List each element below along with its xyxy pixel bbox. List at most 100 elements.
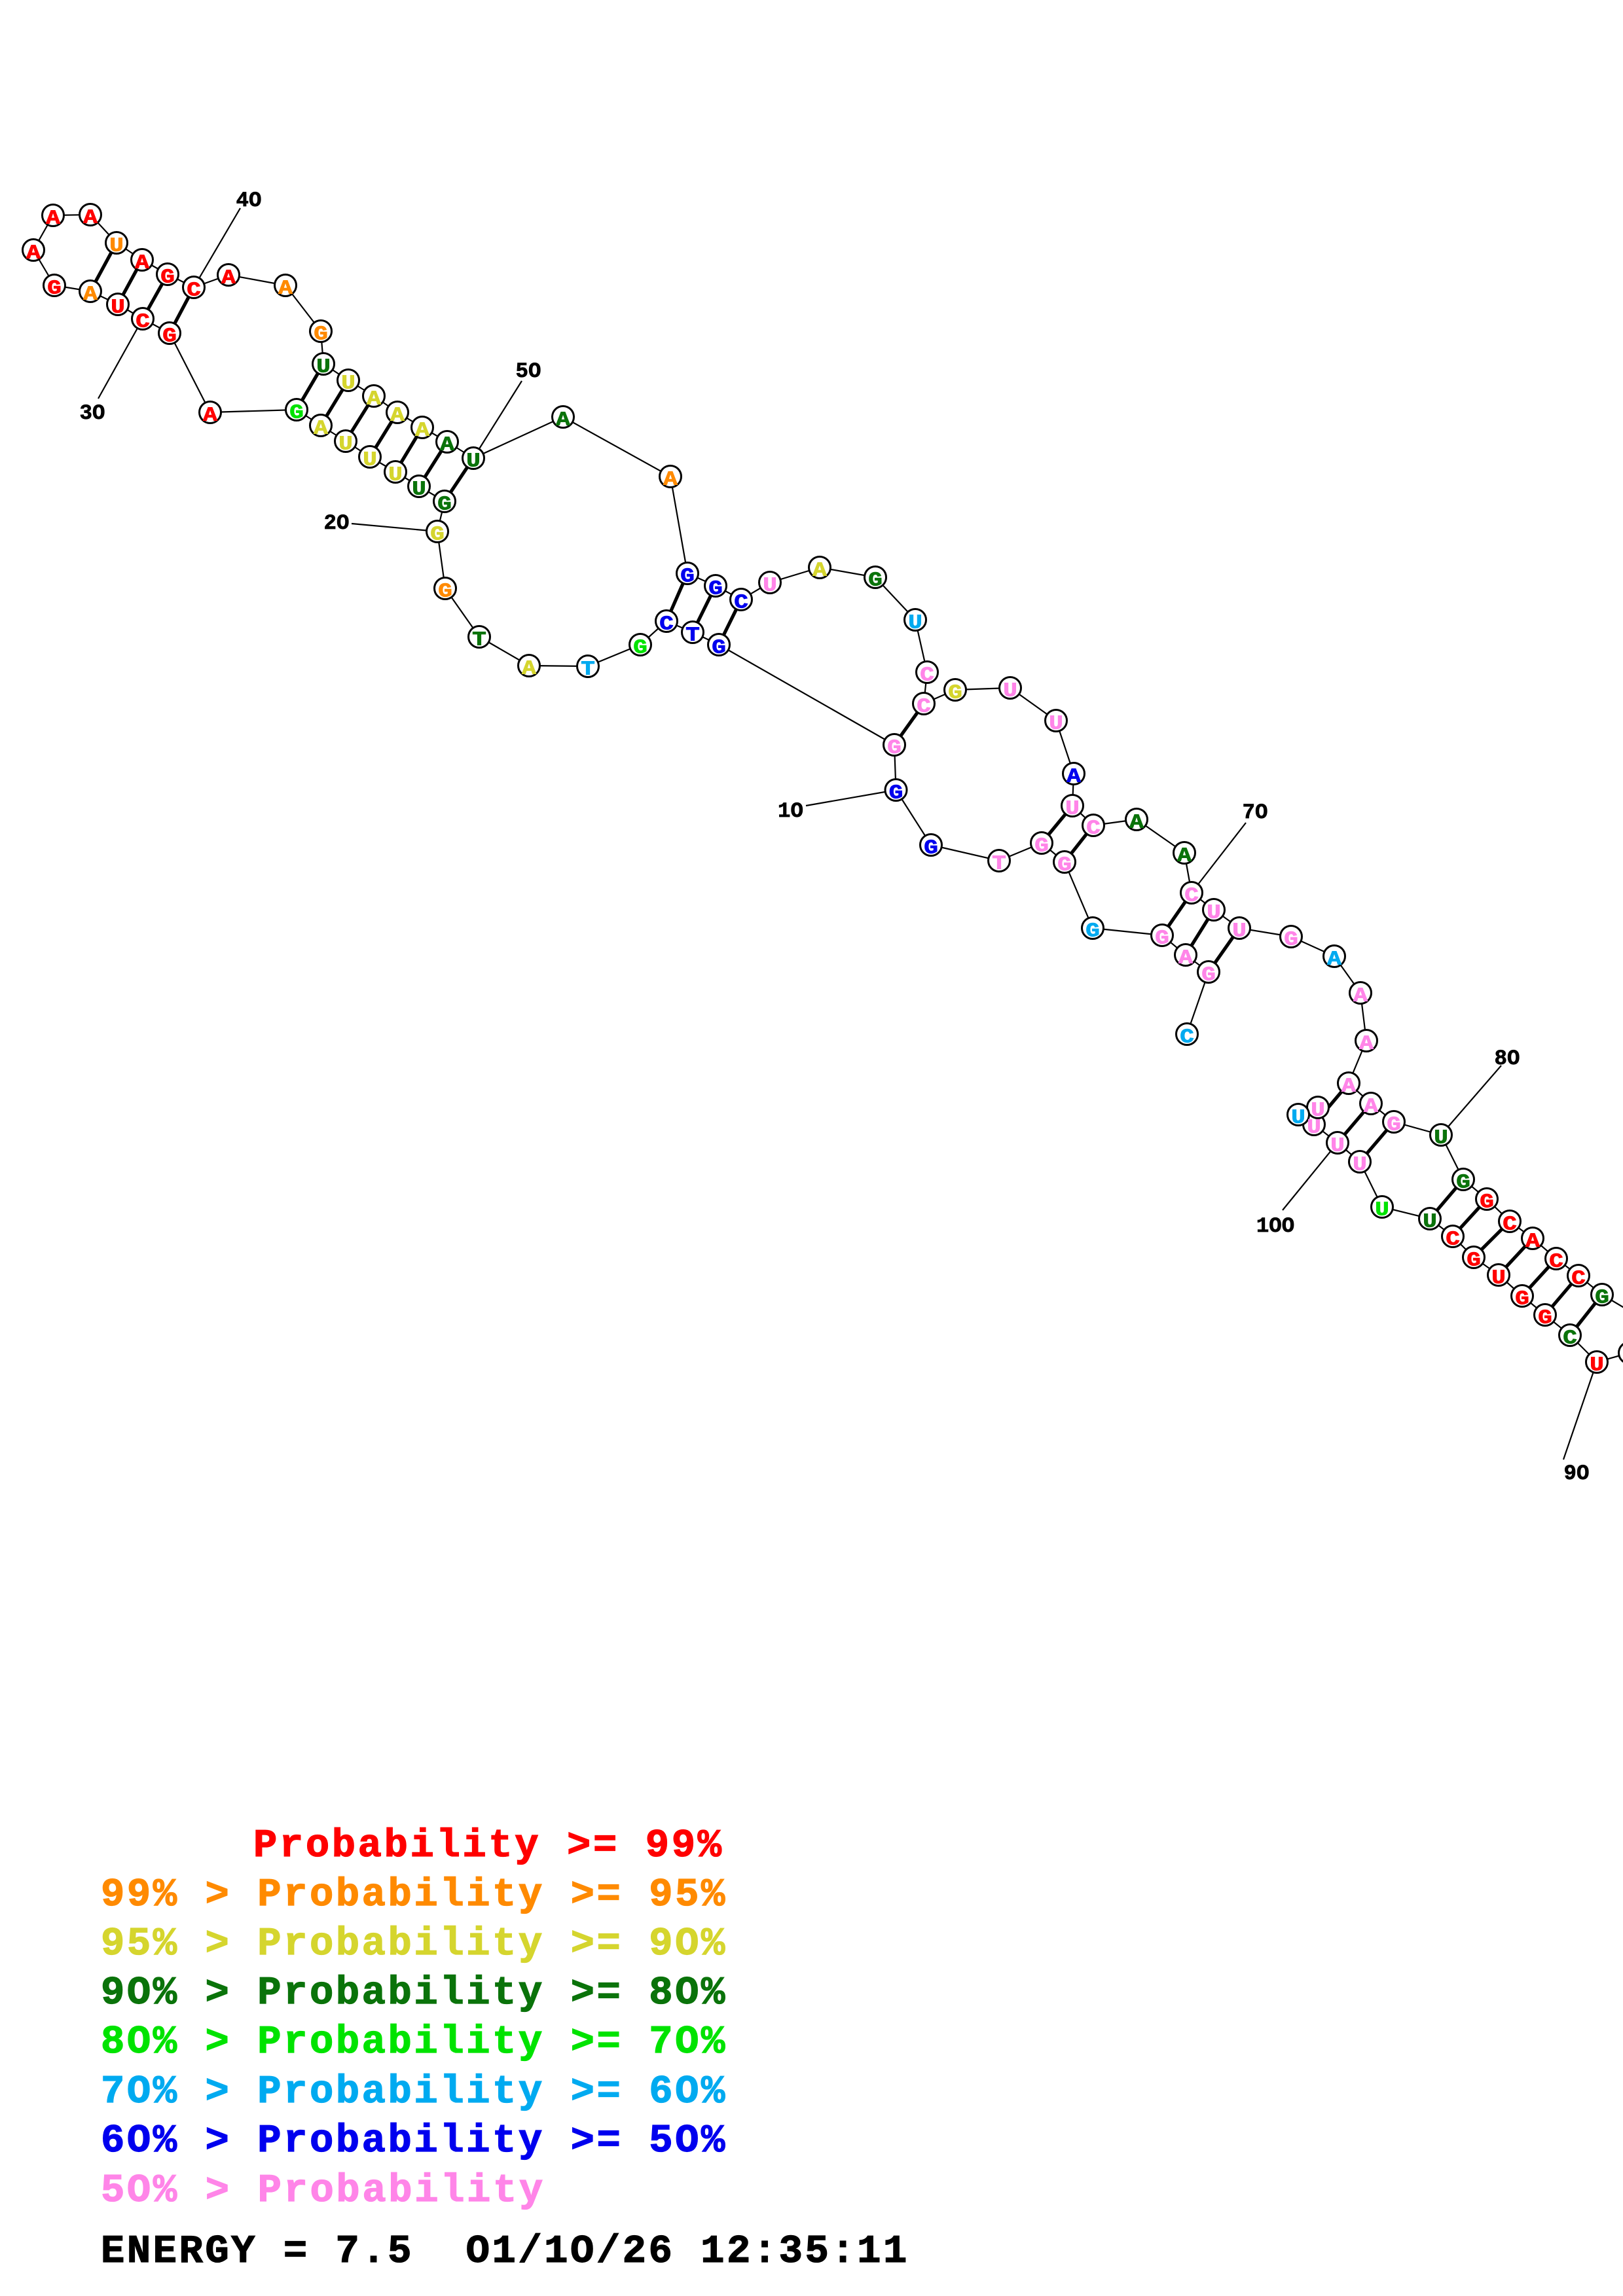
svg-text:G: G xyxy=(1057,854,1072,877)
svg-text:G: G xyxy=(1085,920,1100,943)
svg-text:1OO: 1OO xyxy=(1256,1214,1294,1238)
svg-text:U: U xyxy=(412,478,426,501)
svg-text:U: U xyxy=(363,449,377,472)
svg-text:5O: 5O xyxy=(516,359,541,384)
svg-text:A: A xyxy=(83,283,98,306)
svg-text:U: U xyxy=(1590,1354,1604,1377)
svg-text:C: C xyxy=(1086,817,1101,840)
svg-text:U: U xyxy=(109,235,124,258)
svg-text:U: U xyxy=(1311,1100,1325,1122)
svg-text:5O% > Probability: 5O% > Probability xyxy=(101,2169,543,2214)
svg-text:C: C xyxy=(1549,1251,1563,1274)
svg-text:G: G xyxy=(1155,927,1169,950)
svg-text:G: G xyxy=(633,637,647,660)
svg-text:G: G xyxy=(160,266,175,289)
svg-text:C: C xyxy=(1180,1026,1194,1049)
svg-text:U: U xyxy=(1423,1211,1437,1234)
svg-text:U: U xyxy=(1232,920,1247,943)
svg-text:G: G xyxy=(1201,964,1216,987)
svg-text:C: C xyxy=(136,311,150,334)
svg-text:U: U xyxy=(1434,1127,1448,1150)
svg-text:G: G xyxy=(708,578,723,601)
svg-text:G: G xyxy=(314,323,328,346)
svg-text:G: G xyxy=(437,493,452,516)
svg-text:A: A xyxy=(440,434,454,457)
svg-text:U: U xyxy=(1065,798,1080,821)
svg-text:U: U xyxy=(466,450,481,473)
svg-text:A: A xyxy=(278,278,293,300)
svg-text:U: U xyxy=(1330,1135,1345,1158)
svg-text:G: G xyxy=(1595,1287,1609,1310)
svg-text:A: A xyxy=(203,404,217,427)
svg-text:T: T xyxy=(992,853,1006,876)
svg-text:U: U xyxy=(1003,680,1017,703)
svg-text:G: G xyxy=(868,569,883,592)
svg-text:A: A xyxy=(1341,1075,1356,1098)
svg-text:A: A xyxy=(1359,1033,1374,1056)
svg-text:U: U xyxy=(908,612,922,635)
svg-text:C: C xyxy=(1503,1213,1517,1236)
svg-text:G: G xyxy=(889,782,903,805)
svg-text:A: A xyxy=(1067,766,1081,789)
svg-text:A: A xyxy=(1177,845,1192,868)
svg-text:A: A xyxy=(1129,812,1144,834)
svg-text:G: G xyxy=(680,565,695,588)
svg-text:G: G xyxy=(1034,835,1049,858)
svg-text:A: A xyxy=(367,388,381,411)
svg-text:A: A xyxy=(663,469,678,492)
svg-text:C: C xyxy=(1446,1229,1460,1251)
svg-text:G: G xyxy=(1467,1249,1481,1272)
svg-text:U: U xyxy=(1491,1267,1506,1290)
svg-text:G: G xyxy=(430,524,445,547)
svg-text:A: A xyxy=(1364,1096,1378,1119)
svg-text:A: A xyxy=(314,418,328,440)
svg-text:1O: 1O xyxy=(778,799,803,823)
svg-text:3O: 3O xyxy=(80,401,105,425)
svg-text:A: A xyxy=(83,207,98,230)
svg-text:G: G xyxy=(1284,929,1298,952)
svg-text:U: U xyxy=(388,464,403,487)
svg-text:G: G xyxy=(1387,1114,1401,1137)
svg-text:U: U xyxy=(338,433,353,456)
svg-text:U: U xyxy=(1353,1154,1367,1177)
svg-text:G: G xyxy=(47,278,62,300)
svg-text:A: A xyxy=(221,267,236,290)
svg-text:C: C xyxy=(1184,885,1199,908)
svg-text:A: A xyxy=(812,560,827,583)
svg-text:G: G xyxy=(289,402,304,425)
svg-text:G: G xyxy=(1456,1172,1470,1194)
svg-text:C: C xyxy=(659,613,674,636)
svg-text:C: C xyxy=(734,592,748,615)
svg-text:A: A xyxy=(1327,948,1341,971)
svg-text:2O: 2O xyxy=(324,511,350,535)
svg-text:U: U xyxy=(316,356,331,379)
svg-text:G: G xyxy=(1515,1288,1529,1311)
svg-text:C: C xyxy=(1571,1268,1586,1291)
svg-text:C: C xyxy=(920,664,934,687)
svg-text:G: G xyxy=(924,837,938,860)
svg-text:U: U xyxy=(111,296,125,319)
svg-text:A: A xyxy=(26,242,41,265)
svg-text:A: A xyxy=(415,420,429,442)
svg-text:9O: 9O xyxy=(1564,1462,1590,1486)
svg-text:G: G xyxy=(712,637,726,660)
svg-text:C: C xyxy=(1563,1327,1577,1350)
svg-text:G: G xyxy=(948,682,962,705)
svg-text:8O: 8O xyxy=(1495,1047,1520,1071)
svg-text:A: A xyxy=(556,409,570,432)
svg-text:T: T xyxy=(581,658,595,681)
svg-text:U: U xyxy=(341,372,356,395)
svg-text:U: U xyxy=(1291,1107,1305,1130)
svg-text:A: A xyxy=(1353,985,1368,1008)
svg-text:T: T xyxy=(472,629,486,652)
svg-text:A: A xyxy=(1525,1230,1540,1253)
svg-text:G: G xyxy=(162,325,177,348)
svg-text:A: A xyxy=(390,404,405,427)
svg-text:T: T xyxy=(685,624,700,647)
svg-text:7O: 7O xyxy=(1243,800,1268,825)
svg-text:G: G xyxy=(887,737,902,760)
svg-text:G: G xyxy=(438,581,452,603)
svg-text:C: C xyxy=(917,696,931,719)
svg-text:G: G xyxy=(1480,1191,1494,1214)
svg-text:U: U xyxy=(1049,713,1063,736)
